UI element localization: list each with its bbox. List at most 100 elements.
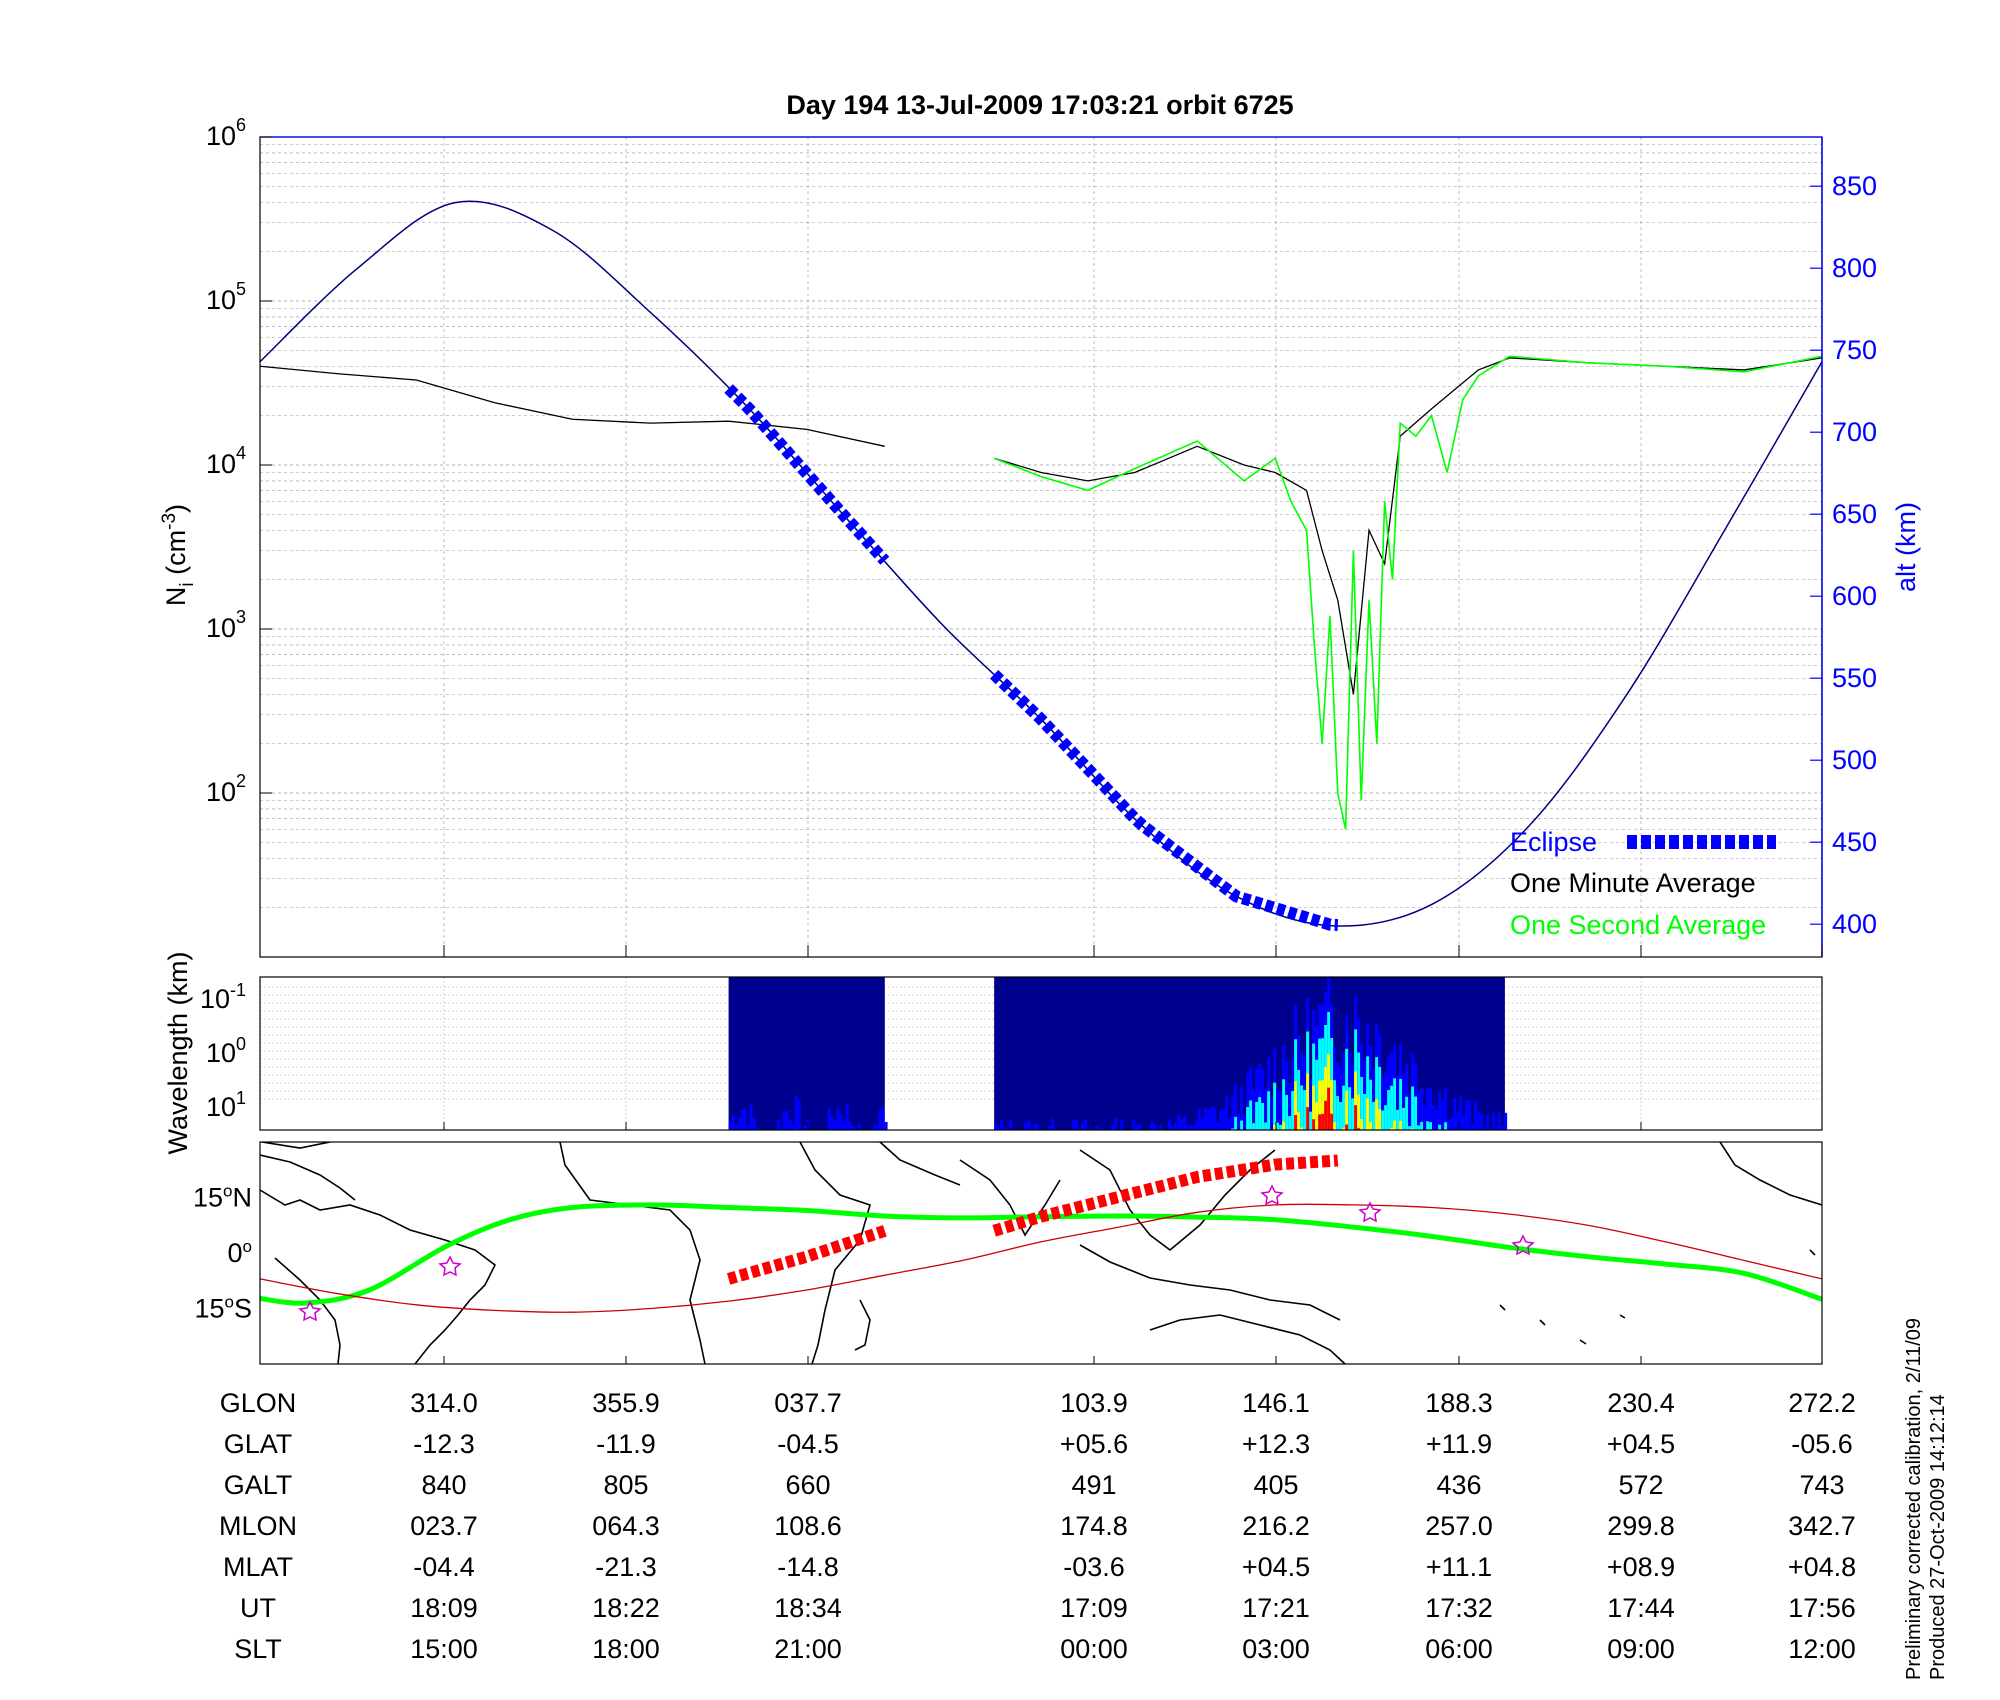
spectrogram-cell [1333,1122,1337,1130]
spectrogram-cell [1324,1100,1328,1130]
spectrogram-cell [1198,1108,1202,1130]
spectrogram-x-ticks [443,1122,1823,1130]
spectrogram-cell [1414,1062,1418,1130]
spectrogram-cell [1411,1128,1415,1130]
spectrogram-cell [1138,1124,1142,1130]
spectrogram-cell [749,1104,753,1130]
table-cell: 18:34 [774,1593,842,1623]
spectrogram-cell [1282,1079,1286,1130]
spectrogram-cell [1276,1088,1280,1130]
spectrogram-cell [1294,1081,1298,1130]
spectrogram-cell [1360,1076,1364,1130]
coastlines [260,1142,1822,1364]
spectrogram-cell [1255,1101,1259,1130]
spectrogram-cell [1231,1094,1235,1130]
spectrogram-cell [1072,1119,1076,1130]
spectrogram-cell [1213,1107,1217,1130]
spectrogram-cell [1297,1111,1301,1130]
table-cell: 660 [785,1470,830,1500]
table-cell: 146.1 [1242,1388,1310,1418]
spectrogram-cell [1300,1127,1304,1130]
right-y-tick-label: 600 [1832,581,1877,611]
spectrogram-cell [1420,1088,1424,1130]
map-y-tick-label: 15oS [194,1293,252,1324]
table-cell: 491 [1071,1470,1116,1500]
spectrogram-cell [1312,1085,1316,1130]
table-cell: 257.0 [1425,1511,1493,1541]
spectrogram-cell [1381,1110,1385,1130]
table-row-label: SLT [234,1634,282,1664]
map-x-ticks [443,1356,1823,1364]
right-y-tick-label: 850 [1832,171,1877,201]
map-y-tick-label: 0o [228,1237,253,1268]
spectrogram-cell [1261,1103,1265,1130]
spectrogram-cell [848,1121,852,1130]
spectrogram-cell [1306,1073,1310,1130]
spectrogram-cell [1189,1125,1193,1130]
spectrogram-cell [1297,1069,1301,1130]
spectrogram-cell [839,1114,843,1130]
table-row-label: MLON [219,1511,297,1541]
spectrogram-cell [1405,1096,1409,1130]
spectrogram-cell [755,1127,759,1130]
spectrogram-cell [1273,1082,1277,1130]
orbit-table: GLON GLAT GALT MLON MLAT UT SLT 314.0 -12.3 840 02… [219,1388,1856,1664]
spectrogram-cell [1384,1105,1388,1130]
table-row-label: GLON [220,1388,297,1418]
spectrogram-cell [1372,1068,1376,1130]
table-cell: 09:00 [1607,1634,1675,1664]
spectrogram-cell [1132,1119,1136,1130]
spectrogram-cell [1444,1122,1448,1130]
spectrogram-cell [1174,1123,1178,1130]
spectrogram-cell [1384,1071,1388,1130]
spectrogram-cell [833,1120,837,1130]
spectrogram-cell [785,1110,789,1130]
spectrogram-cell [1195,1119,1199,1130]
spectrogram-cell [1390,1085,1394,1130]
spectrogram-cell [797,1099,801,1130]
spectrogram-cell [997,1126,1001,1130]
spectrogram-cell [1357,1094,1361,1130]
side-note-line1: Preliminary corrected calibration, 2/11/… [1903,1318,1925,1680]
table-cell: 103.9 [1060,1388,1128,1418]
spectrogram-cell [1327,1087,1331,1130]
coastline-south-america-west [274,1257,341,1364]
table-cell: 355.9 [592,1388,660,1418]
spectrogram-cell [1357,1128,1361,1130]
table-cell: 840 [421,1470,466,1500]
spectrogram-cell [1447,1119,1451,1130]
spectrogram-cell [1366,1056,1370,1130]
star-marker [438,1255,462,1277]
spectrogram-cell [1258,1097,1262,1130]
spectrogram-cell [1288,1082,1292,1130]
spectrogram-cell [1354,1105,1358,1130]
coastline-arabia [879,1142,961,1186]
spectrogram-cell [1471,1123,1475,1130]
spectrogram-cell [1474,1100,1478,1130]
spectrogram-cell [1234,1083,1238,1130]
spectrogram-cell [1207,1110,1211,1130]
spectrogram-cell [1417,1125,1421,1130]
spectrogram-cell [1024,1122,1028,1130]
spectrogram-cell [830,1116,834,1130]
table-cell: +05.6 [1060,1429,1128,1459]
spectrogram-cell [1504,1112,1508,1130]
spectrogram-cell [1411,1086,1415,1130]
table-cell: 216.2 [1242,1511,1310,1541]
spectrogram-cell [1399,1120,1403,1130]
eclipse-map-segment [726,1225,887,1285]
spectrogram-cell [1405,1063,1409,1130]
spectrogram-cell [1096,1126,1100,1130]
spectrogram-cell [1399,1078,1403,1130]
right-y-tick-label: 800 [1832,253,1877,283]
table-cell: +12.3 [1242,1429,1310,1459]
spectrogram-cell [1252,1089,1256,1130]
spectrogram-cell [1249,1066,1253,1130]
table-cell: 023.7 [410,1511,478,1541]
star-marker [1358,1201,1382,1223]
spectrogram-cell [1396,1109,1400,1130]
table-cell: 17:32 [1425,1593,1493,1623]
spectrogram-cell [1063,1128,1067,1130]
left-y-tick-label: 106 [206,115,246,151]
